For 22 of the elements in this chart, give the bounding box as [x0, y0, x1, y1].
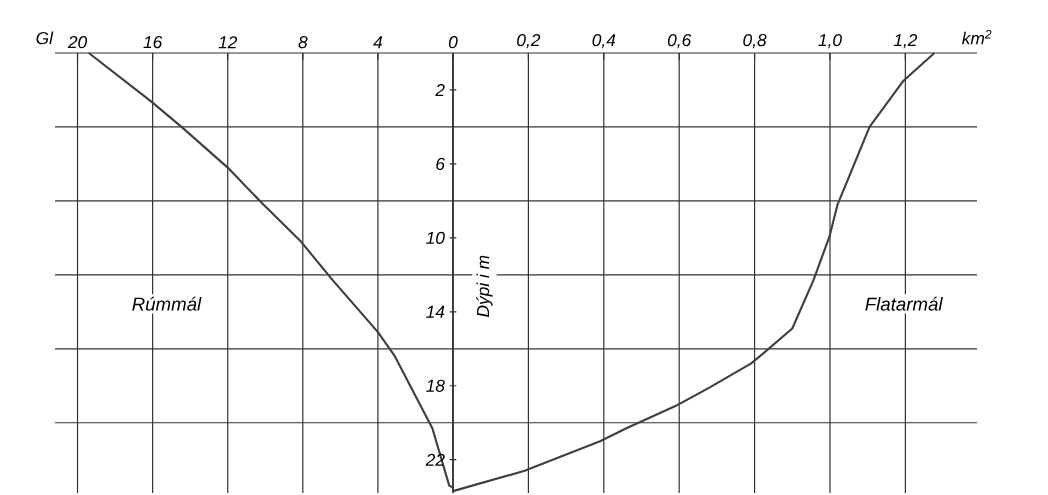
text: Rúmmál [132, 296, 202, 311]
x-tick-label: 20 [67, 36, 88, 49]
x-tick-label: 0,8 [743, 33, 767, 49]
y-tick-label: 14 [426, 305, 445, 318]
x-tick-label: 12 [218, 36, 238, 49]
x-tick-label: 8 [298, 36, 308, 49]
y-tick-label: 18 [426, 379, 445, 392]
y-tick-label: 2 [435, 83, 445, 97]
x-tick-label: 1,0 [818, 33, 842, 49]
y-tick-label: 10 [426, 231, 445, 244]
x-tick-label: 0,4 [592, 33, 616, 49]
x-tick-label: 16 [143, 36, 163, 49]
x-tick-label: 0 [448, 36, 458, 49]
x-tick-label: 1,2 [893, 33, 918, 49]
text: Flatarmál [865, 296, 943, 311]
x-axis-title: km$^{2}$ [962, 30, 992, 45]
x-axis-title: Gl [36, 31, 54, 45]
x-tick-label: 4 [373, 36, 383, 49]
x-tick-label: 0,2 [517, 33, 541, 49]
y-axis-title: Dýpi i m [476, 255, 493, 317]
x-tick-label: 0,6 [667, 33, 692, 49]
y-tick-label: 6 [436, 157, 445, 171]
